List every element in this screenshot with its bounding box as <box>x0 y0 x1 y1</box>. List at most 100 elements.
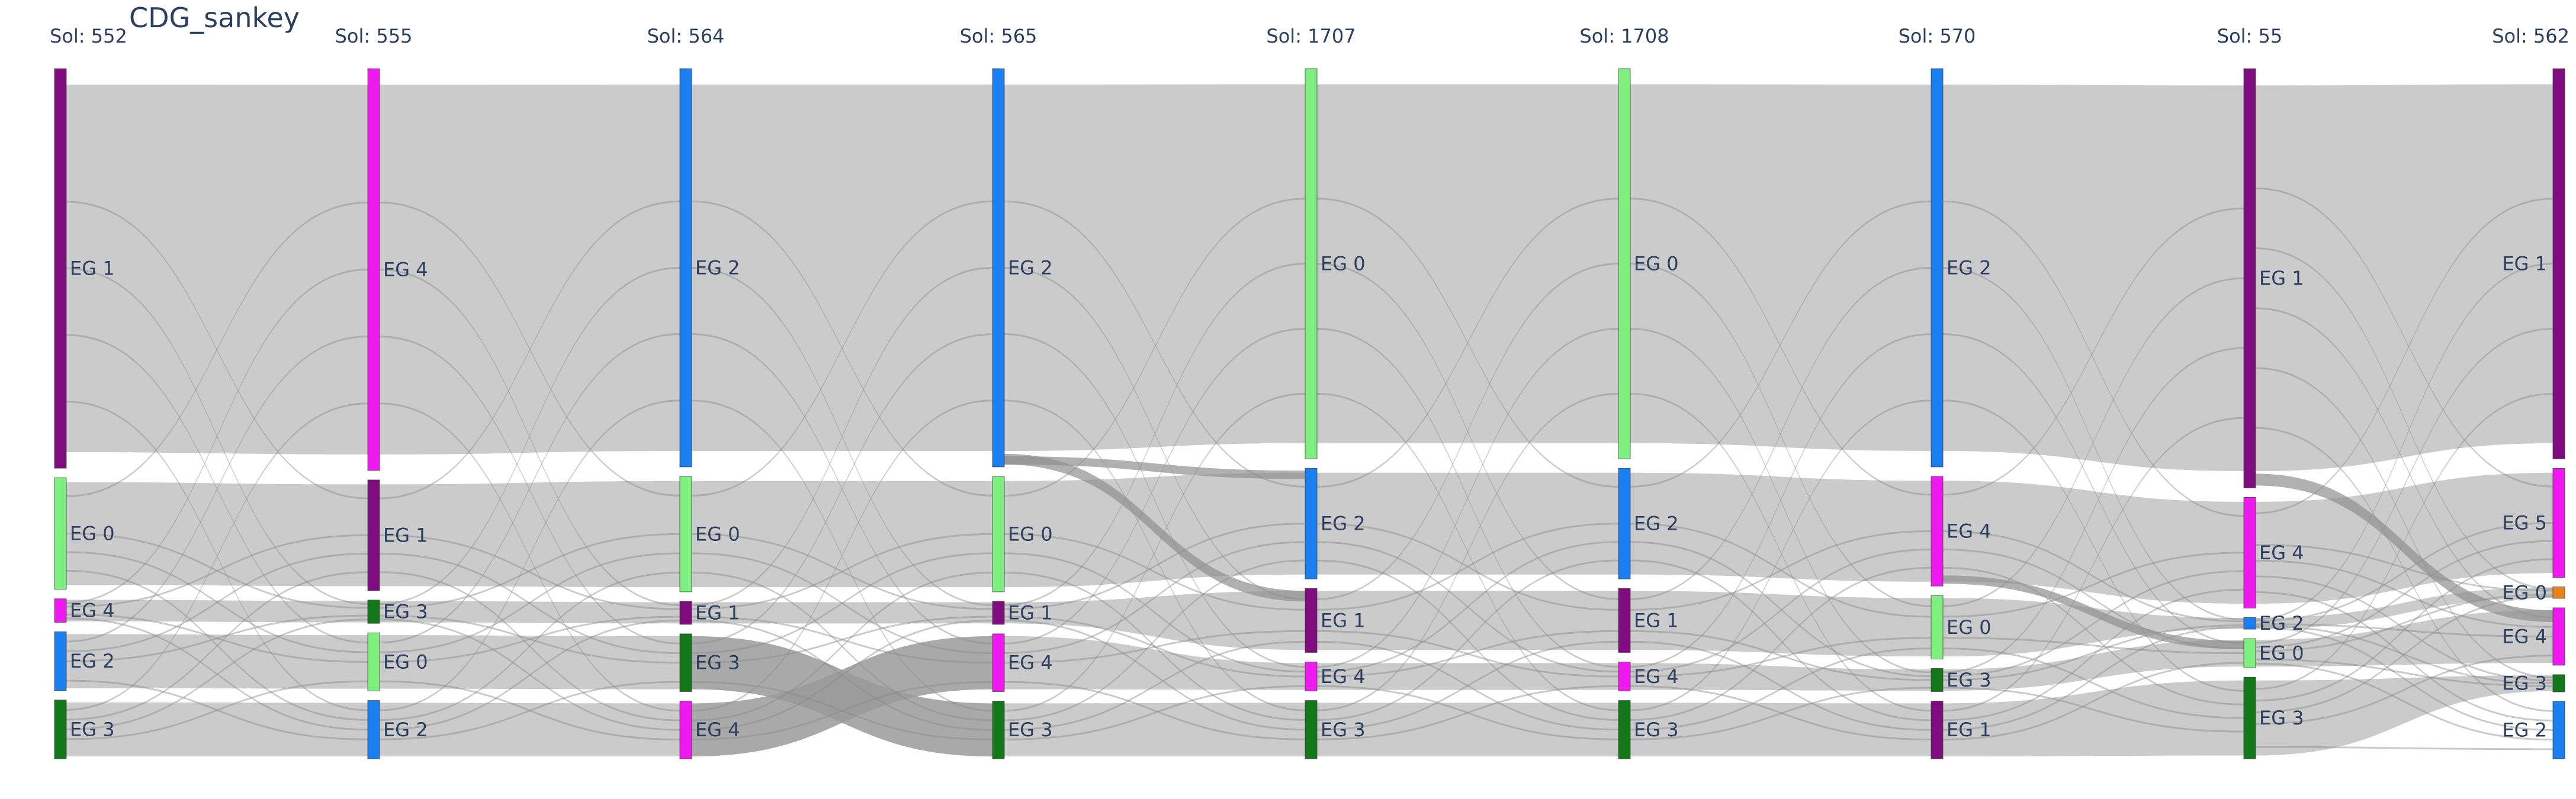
sankey-node[interactable] <box>992 476 1005 592</box>
sankey-node[interactable] <box>1618 700 1631 759</box>
sankey-node[interactable] <box>367 600 380 624</box>
sankey-link <box>692 681 993 740</box>
node-label: EG 1 <box>70 257 115 280</box>
node-label: EG 0 <box>695 523 740 545</box>
node-label: EG 1 <box>383 524 428 546</box>
sankey-node[interactable] <box>1305 68 1318 459</box>
sankey-link <box>1317 523 1618 611</box>
sankey-node[interactable] <box>54 598 67 623</box>
sankey-node[interactable] <box>1618 588 1631 653</box>
sankey-node[interactable] <box>2243 676 2256 759</box>
sankey-link <box>1317 685 1618 740</box>
sankey-node[interactable] <box>992 68 1005 468</box>
sankey-node[interactable] <box>1931 68 1944 468</box>
sankey-node[interactable] <box>992 701 1005 759</box>
sankey-node[interactable] <box>2552 468 2565 578</box>
column-headers: Sol: 552 Sol: 555 Sol: 564 Sol: 565 Sol: 170… <box>50 25 2569 47</box>
sankey-node[interactable] <box>679 476 692 592</box>
sankey-link <box>2256 198 2553 514</box>
sankey-link <box>1630 198 1931 496</box>
sankey-link <box>1317 591 1618 650</box>
sankey-node[interactable] <box>679 633 692 692</box>
node-label: EG 2 <box>1947 256 1992 279</box>
node-label: EG 0 <box>1947 616 1992 639</box>
node-label: EG 3 <box>383 601 428 623</box>
sankey-link <box>380 553 680 654</box>
sankey-node[interactable] <box>1931 701 1944 759</box>
node-label: EG 3 <box>1634 719 1679 741</box>
sankey-node[interactable] <box>1618 662 1631 692</box>
sankey-node[interactable] <box>54 68 67 469</box>
sankey-link <box>66 680 368 740</box>
sankey-link <box>2256 263 2553 620</box>
sankey-link <box>1943 575 2244 650</box>
sankey-link <box>692 84 993 451</box>
sankey-node[interactable] <box>54 632 67 691</box>
sankey-link <box>380 533 680 609</box>
sankey-node[interactable] <box>367 700 380 759</box>
sankey-node[interactable] <box>2552 607 2565 666</box>
sankey-link <box>1004 523 1305 610</box>
sankey-node[interactable] <box>54 477 67 590</box>
sankey-node[interactable] <box>367 479 380 591</box>
sankey-link <box>1943 333 2244 645</box>
sankey-link <box>1317 327 1618 668</box>
sankey-link <box>692 333 993 645</box>
sankey-link <box>380 200 680 500</box>
sankey-link <box>1630 200 1931 488</box>
sankey-node[interactable] <box>992 601 1005 625</box>
node-label: EG 4 <box>1321 665 1366 688</box>
sankey-node[interactable] <box>1305 700 1318 759</box>
sankey-node[interactable] <box>679 701 692 759</box>
sankey-link <box>380 84 680 455</box>
sankey-link <box>1630 687 1931 740</box>
sankey-link <box>692 552 993 654</box>
sankey-link <box>380 333 680 644</box>
sankey-link <box>1943 277 2244 607</box>
sankey-node[interactable] <box>367 68 380 471</box>
sankey-node[interactable] <box>1931 595 1944 659</box>
sankey-node[interactable] <box>2552 701 2565 759</box>
sankey-node[interactable] <box>1305 588 1318 653</box>
sankey-node[interactable] <box>2552 68 2565 459</box>
sankey-node[interactable] <box>1618 68 1631 459</box>
sankey-link <box>1630 541 1931 677</box>
sankey-node[interactable] <box>2243 68 2256 488</box>
sankey-node[interactable] <box>2243 638 2256 668</box>
sankey-node[interactable] <box>54 700 67 759</box>
sankey-link <box>692 400 993 712</box>
sankey-link <box>66 571 368 721</box>
sankey-node[interactable] <box>1618 468 1631 579</box>
sankey-link <box>1943 530 2244 623</box>
node-label: EG 0 <box>70 522 115 545</box>
sankey-link <box>380 534 680 610</box>
sankey-node[interactable] <box>1931 668 1944 692</box>
sankey-node[interactable] <box>992 633 1005 692</box>
sankey-node[interactable] <box>2552 587 2565 599</box>
sankey-link <box>1630 647 1931 731</box>
sankey-link <box>1630 266 1931 600</box>
sankey-node[interactable] <box>1305 662 1318 692</box>
sankey-node[interactable] <box>1305 468 1318 579</box>
sankey-link <box>66 702 368 757</box>
sankey-link <box>1004 453 1305 602</box>
node-label: EG 0 <box>1634 253 1679 275</box>
sankey-node[interactable] <box>1931 476 1944 587</box>
node-label: EG 3 <box>2259 707 2304 729</box>
column-header: Sol: 562 <box>2492 25 2569 47</box>
node-label: EG 2 <box>70 650 115 672</box>
sankey-node[interactable] <box>2243 497 2256 608</box>
sankey-link <box>380 681 680 740</box>
sankey-node[interactable] <box>2552 674 2565 692</box>
node-label: EG 1 <box>2502 253 2547 275</box>
sankey-link <box>1630 472 1931 582</box>
sankey-link <box>1317 640 1618 731</box>
sankey-node[interactable] <box>367 632 380 692</box>
sankey-link <box>1317 327 1618 668</box>
node-label: EG 3 <box>70 718 115 740</box>
sankey-node[interactable] <box>679 601 692 625</box>
sankey-node[interactable] <box>2243 617 2256 630</box>
sankey-node[interactable] <box>679 68 692 468</box>
sankey-link <box>2256 591 2553 721</box>
sankey-link <box>1317 685 1618 740</box>
